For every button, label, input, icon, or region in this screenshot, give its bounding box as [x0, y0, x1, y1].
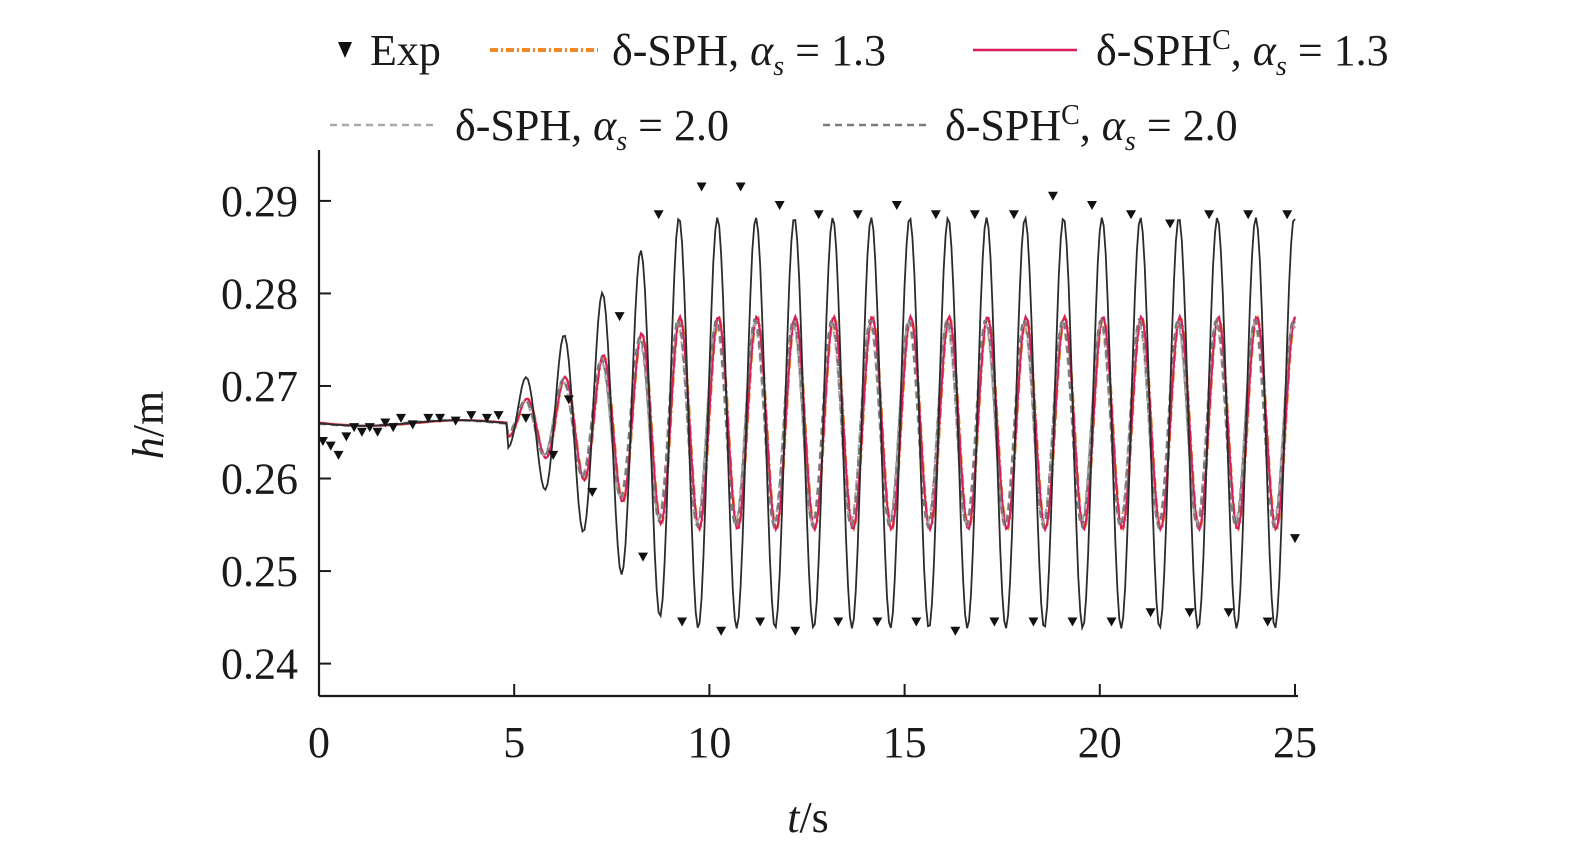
exp-point: [1067, 617, 1078, 627]
legend-label: δ-SPH, αs = 2.0: [455, 101, 729, 157]
x-tick-label: 0: [308, 718, 330, 767]
exp-point: [872, 617, 883, 627]
exp-point: [696, 182, 707, 192]
exp-point: [563, 395, 574, 405]
exp-point: [548, 450, 559, 460]
exp-point: [481, 413, 492, 423]
exp-point: [1047, 191, 1058, 201]
exp-point: [520, 413, 531, 423]
ticks: 0 5 10 15 20 25 0.24 0.25 0.26 0.27 0.28 0.29: [221, 177, 1317, 767]
legend: Exp δ-SPH, αs = 1.3 δ-SPHC, αs = 1.3 δ-SPH,…: [330, 25, 1389, 157]
y-tick-label: 0.28: [221, 269, 298, 318]
exp-point: [790, 626, 801, 636]
exp-point: [852, 210, 863, 220]
x-tick-label: 10: [687, 718, 731, 767]
exp-point: [407, 420, 418, 430]
x-tick-label: 25: [1273, 718, 1317, 767]
exp-point: [813, 210, 824, 220]
exp-point: [587, 487, 598, 497]
exp-point: [493, 411, 504, 421]
exp-point: [1086, 201, 1097, 211]
exp-point: [317, 437, 328, 447]
x-tick-label: 20: [1078, 718, 1122, 767]
legend-exp-marker: [338, 42, 352, 58]
exp-point: [911, 617, 922, 627]
exp-point: [395, 413, 406, 423]
x-tick-label: 5: [503, 718, 525, 767]
y-tick-label: 0.24: [221, 640, 298, 689]
legend-label: δ-SPH, αs = 1.3: [612, 26, 886, 82]
exp-point: [1204, 210, 1215, 220]
exp-point: [1145, 608, 1156, 618]
exp-point: [653, 210, 664, 220]
x-axis-label: t/s: [787, 793, 829, 842]
exp-point: [380, 418, 391, 428]
y-tick-label: 0.29: [221, 177, 298, 226]
exp-point: [1165, 219, 1176, 229]
exp-markers: [317, 182, 1300, 636]
exp-point: [1028, 617, 1039, 627]
x-tick-label: 15: [883, 718, 927, 767]
exp-point: [1290, 534, 1300, 544]
legend-item-3: δ-SPH, αs = 2.0: [330, 101, 729, 157]
exp-point: [372, 427, 383, 437]
y-axis-label: h/m: [124, 391, 173, 459]
series-lines: [318, 214, 1297, 632]
exp-point: [1106, 617, 1117, 627]
exp-point: [356, 427, 367, 437]
exp-point: [364, 423, 375, 433]
legend-item-4: δ-SPHC, αs = 2.0: [823, 100, 1238, 157]
exp-point: [341, 432, 352, 442]
exp-point: [1262, 617, 1273, 627]
legend-label: δ-SPHC, αs = 1.3: [1096, 25, 1389, 82]
exp-point: [716, 626, 727, 636]
exp-point: [1243, 210, 1254, 220]
exp-point: [1126, 210, 1137, 220]
exp-point: [435, 413, 446, 423]
exp-point: [989, 617, 1000, 627]
axes: [317, 150, 1298, 698]
exp-point: [930, 210, 941, 220]
axis-labels: t/s h/m: [124, 391, 829, 842]
exp-point: [423, 413, 434, 423]
exp-point: [1008, 210, 1019, 220]
exp-point: [891, 201, 902, 211]
exp-point: [1184, 608, 1195, 618]
exp-point: [1223, 608, 1234, 618]
exp-point: [969, 210, 980, 220]
exp-point: [450, 416, 461, 426]
legend-item-2: δ-SPHC, αs = 1.3: [973, 25, 1389, 82]
exp-point: [833, 617, 844, 627]
legend-label: Exp: [370, 26, 441, 75]
exp-point: [735, 182, 746, 192]
exp-point: [774, 201, 785, 211]
exp-point: [466, 411, 477, 421]
exp-point: [325, 441, 336, 451]
exp-point: [349, 423, 360, 433]
exp-point: [1282, 210, 1293, 220]
exp-point: [677, 617, 688, 627]
legend-item-1: δ-SPH, αs = 1.3: [490, 26, 886, 82]
exp-point: [614, 312, 625, 322]
series-line-5: [318, 214, 1296, 632]
exp-point: [333, 450, 344, 460]
y-tick-label: 0.26: [221, 455, 298, 504]
exp-point: [388, 423, 399, 433]
legend-item-0: Exp: [338, 26, 441, 75]
y-tick-label: 0.27: [221, 362, 298, 411]
y-tick-label: 0.25: [221, 547, 298, 596]
exp-point: [950, 626, 961, 636]
exp-point: [638, 552, 649, 562]
legend-label: δ-SPHC, αs = 2.0: [945, 100, 1238, 157]
exp-point: [755, 617, 766, 627]
